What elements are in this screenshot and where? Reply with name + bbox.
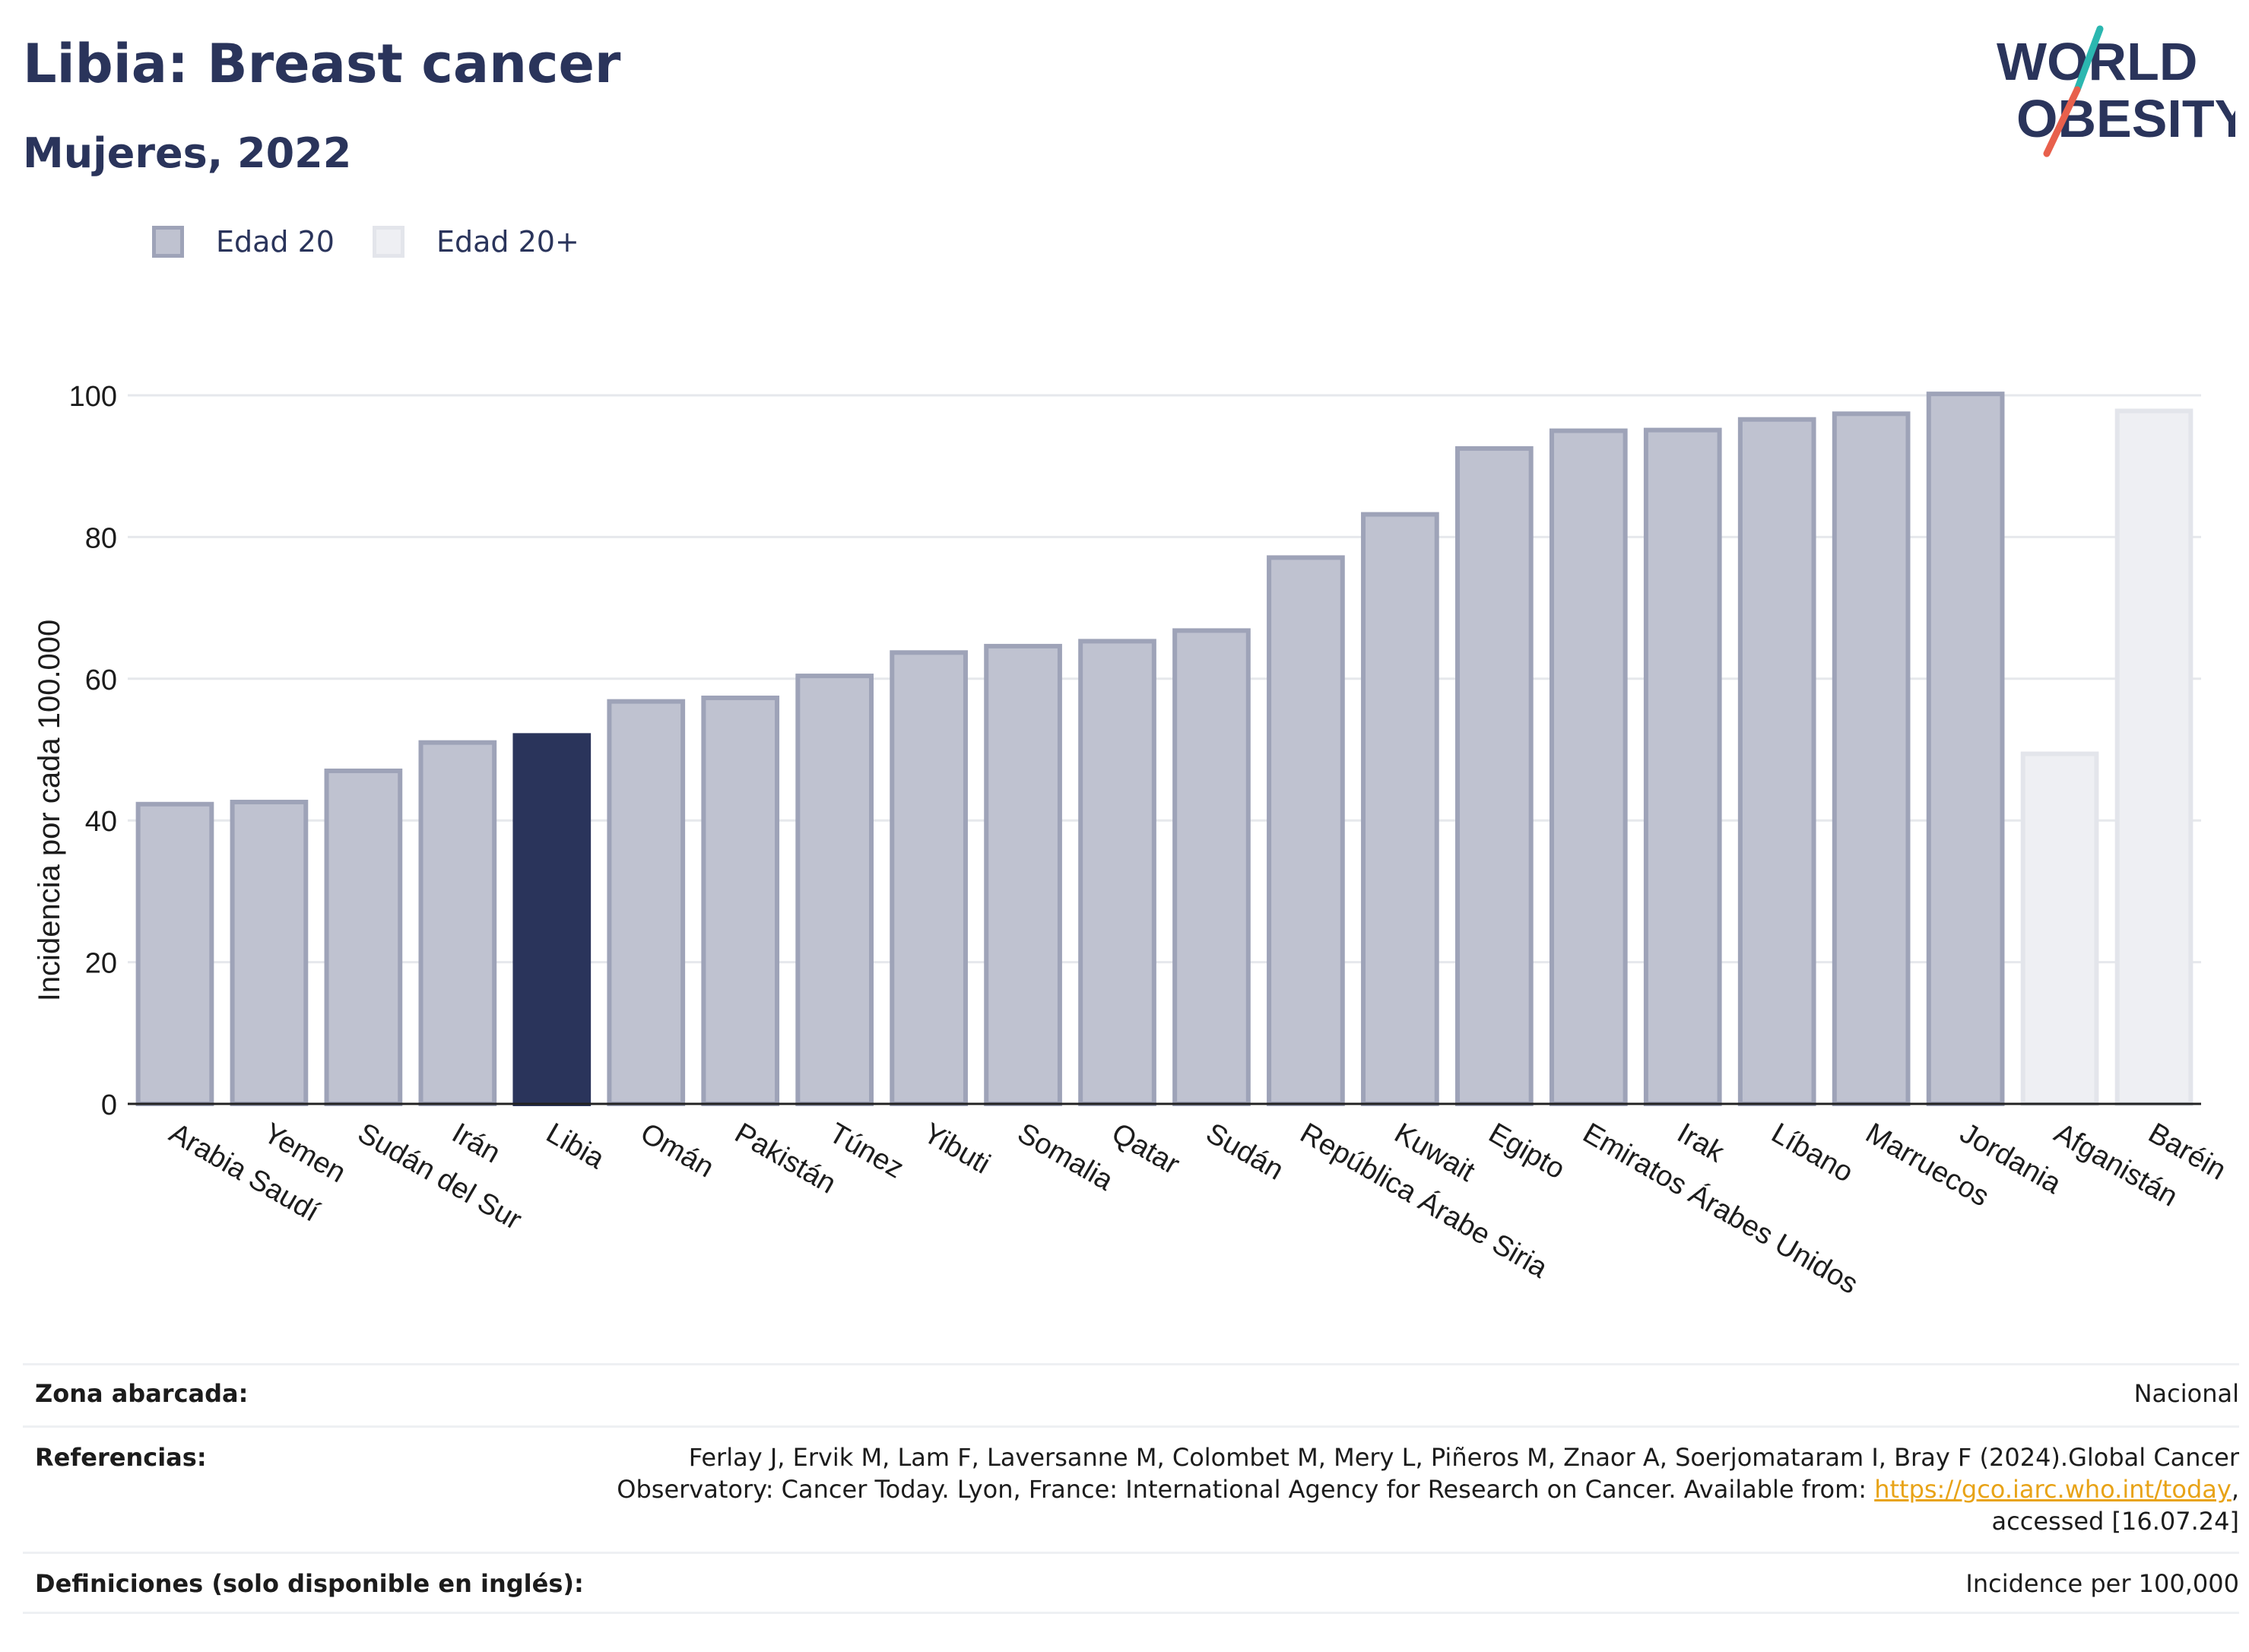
x-tick-label: Líbano xyxy=(1766,1117,1859,1188)
footer-row-zona: Zona abarcada: Nacional xyxy=(23,1363,2239,1425)
referencias-value: Ferlay J, Ervik M, Lam F, Laversanne M, … xyxy=(617,1441,2239,1537)
referencias-line-2-text: Observatory: Cancer Today. Lyon, France:… xyxy=(617,1475,1875,1504)
bar-12[interactable] xyxy=(1267,555,1345,1107)
bar-17[interactable] xyxy=(1737,417,1816,1107)
legend-label-edad-20: Edad 20 xyxy=(216,225,335,258)
bar-19[interactable] xyxy=(1926,392,2005,1107)
x-tick-label: Sudán xyxy=(1201,1117,1289,1186)
definiciones-value: Incidence per 100,000 xyxy=(1965,1569,2239,1598)
bar-1[interactable] xyxy=(230,799,309,1107)
bar-10[interactable] xyxy=(1078,639,1156,1106)
legend-label-edad-20-plus: Edad 20+ xyxy=(436,225,579,258)
y-tick-label: 0 xyxy=(101,1089,117,1121)
y-tick-label: 80 xyxy=(85,522,117,554)
bar-14[interactable] xyxy=(1454,446,1534,1106)
x-tick-label: Sudán del Sur xyxy=(352,1117,527,1236)
x-tick-label: Egipto xyxy=(1483,1117,1570,1185)
x-tick-label: Somalia xyxy=(1012,1117,1119,1197)
bars xyxy=(135,392,2193,1107)
y-tick-label: 20 xyxy=(85,948,117,980)
zona-value: Nacional xyxy=(2133,1379,2239,1408)
y-tick-label: 40 xyxy=(85,806,117,838)
referencias-line-1: Ferlay J, Ervik M, Lam F, Laversanne M, … xyxy=(688,1443,2239,1472)
bar-21[interactable] xyxy=(2114,408,2193,1106)
chart-title: Libia: Breast cancer xyxy=(23,33,621,95)
bar-0[interactable] xyxy=(135,801,214,1106)
bar-chart: 0 20 40 60 80 100 Incidencia por cada 100.000… xyxy=(33,381,2232,1301)
legend-item-edad-20[interactable]: Edad 20 xyxy=(152,225,335,258)
y-tick-label: 100 xyxy=(69,381,117,413)
bar-11[interactable] xyxy=(1172,628,1251,1106)
bar-2[interactable] xyxy=(324,768,403,1107)
logo-text-obesity: OBESITY xyxy=(2016,89,2235,148)
x-tick-label: Pakistán xyxy=(729,1117,841,1200)
x-tick-label: Irán xyxy=(446,1117,506,1169)
definiciones-label: Definiciones (solo disponible en inglés)… xyxy=(35,1569,584,1598)
bar-8[interactable] xyxy=(890,650,968,1107)
bar-9[interactable] xyxy=(984,643,1062,1107)
world-obesity-logo: WORLD OBESITY xyxy=(1997,25,2235,157)
bar-15[interactable] xyxy=(1549,428,1628,1107)
bar-6[interactable] xyxy=(701,695,780,1106)
y-axis-label: Incidencia por cada 100.000 xyxy=(33,620,66,1002)
x-tick-label: Omán xyxy=(635,1117,719,1184)
bar-16[interactable] xyxy=(1643,427,1722,1106)
x-tick-label: Libia xyxy=(541,1117,610,1175)
referencias-line-2: Observatory: Cancer Today. Lyon, France:… xyxy=(617,1473,2239,1505)
logo-slash-red xyxy=(2043,86,2081,157)
x-tick-label: Irak xyxy=(1672,1117,1730,1169)
bar-7[interactable] xyxy=(795,674,874,1106)
bar-18[interactable] xyxy=(1832,411,1911,1107)
footer-row-referencias: Referencias: Ferlay J, Ervik M, Lam F, L… xyxy=(23,1425,2239,1552)
zona-label: Zona abarcada: xyxy=(35,1379,249,1408)
x-tick-label: Yibuti xyxy=(918,1117,995,1180)
bar-13[interactable] xyxy=(1361,512,1439,1106)
bar-20[interactable] xyxy=(2020,751,2099,1106)
referencias-line-3: accessed [16.07.24] xyxy=(1991,1507,2239,1536)
legend-item-edad-20-plus[interactable]: Edad 20+ xyxy=(373,225,579,258)
bar-4[interactable] xyxy=(512,733,592,1106)
legend-swatch-edad-20 xyxy=(152,226,184,258)
bar-5[interactable] xyxy=(607,699,686,1106)
legend-swatch-edad-20-plus xyxy=(373,226,404,258)
metadata-table: Zona abarcada: Nacional Referencias: Fer… xyxy=(23,1363,2239,1614)
footer-row-definiciones: Definiciones (solo disponible en inglés)… xyxy=(23,1552,2239,1614)
y-tick-label: 60 xyxy=(85,664,117,696)
referencias-label: Referencias: xyxy=(35,1443,207,1472)
chart-subtitle: Mujeres, 2022 xyxy=(23,129,352,177)
referencias-line-2-post: , xyxy=(2231,1475,2239,1504)
gco-link[interactable]: https://gco.iarc.who.int/today xyxy=(1874,1475,2232,1504)
y-axis-ticks: 0 20 40 60 80 100 xyxy=(69,381,117,1121)
logo-slash-teal xyxy=(2073,25,2104,94)
x-tick-label: Qatar xyxy=(1106,1117,1185,1181)
bar-3[interactable] xyxy=(418,740,497,1106)
